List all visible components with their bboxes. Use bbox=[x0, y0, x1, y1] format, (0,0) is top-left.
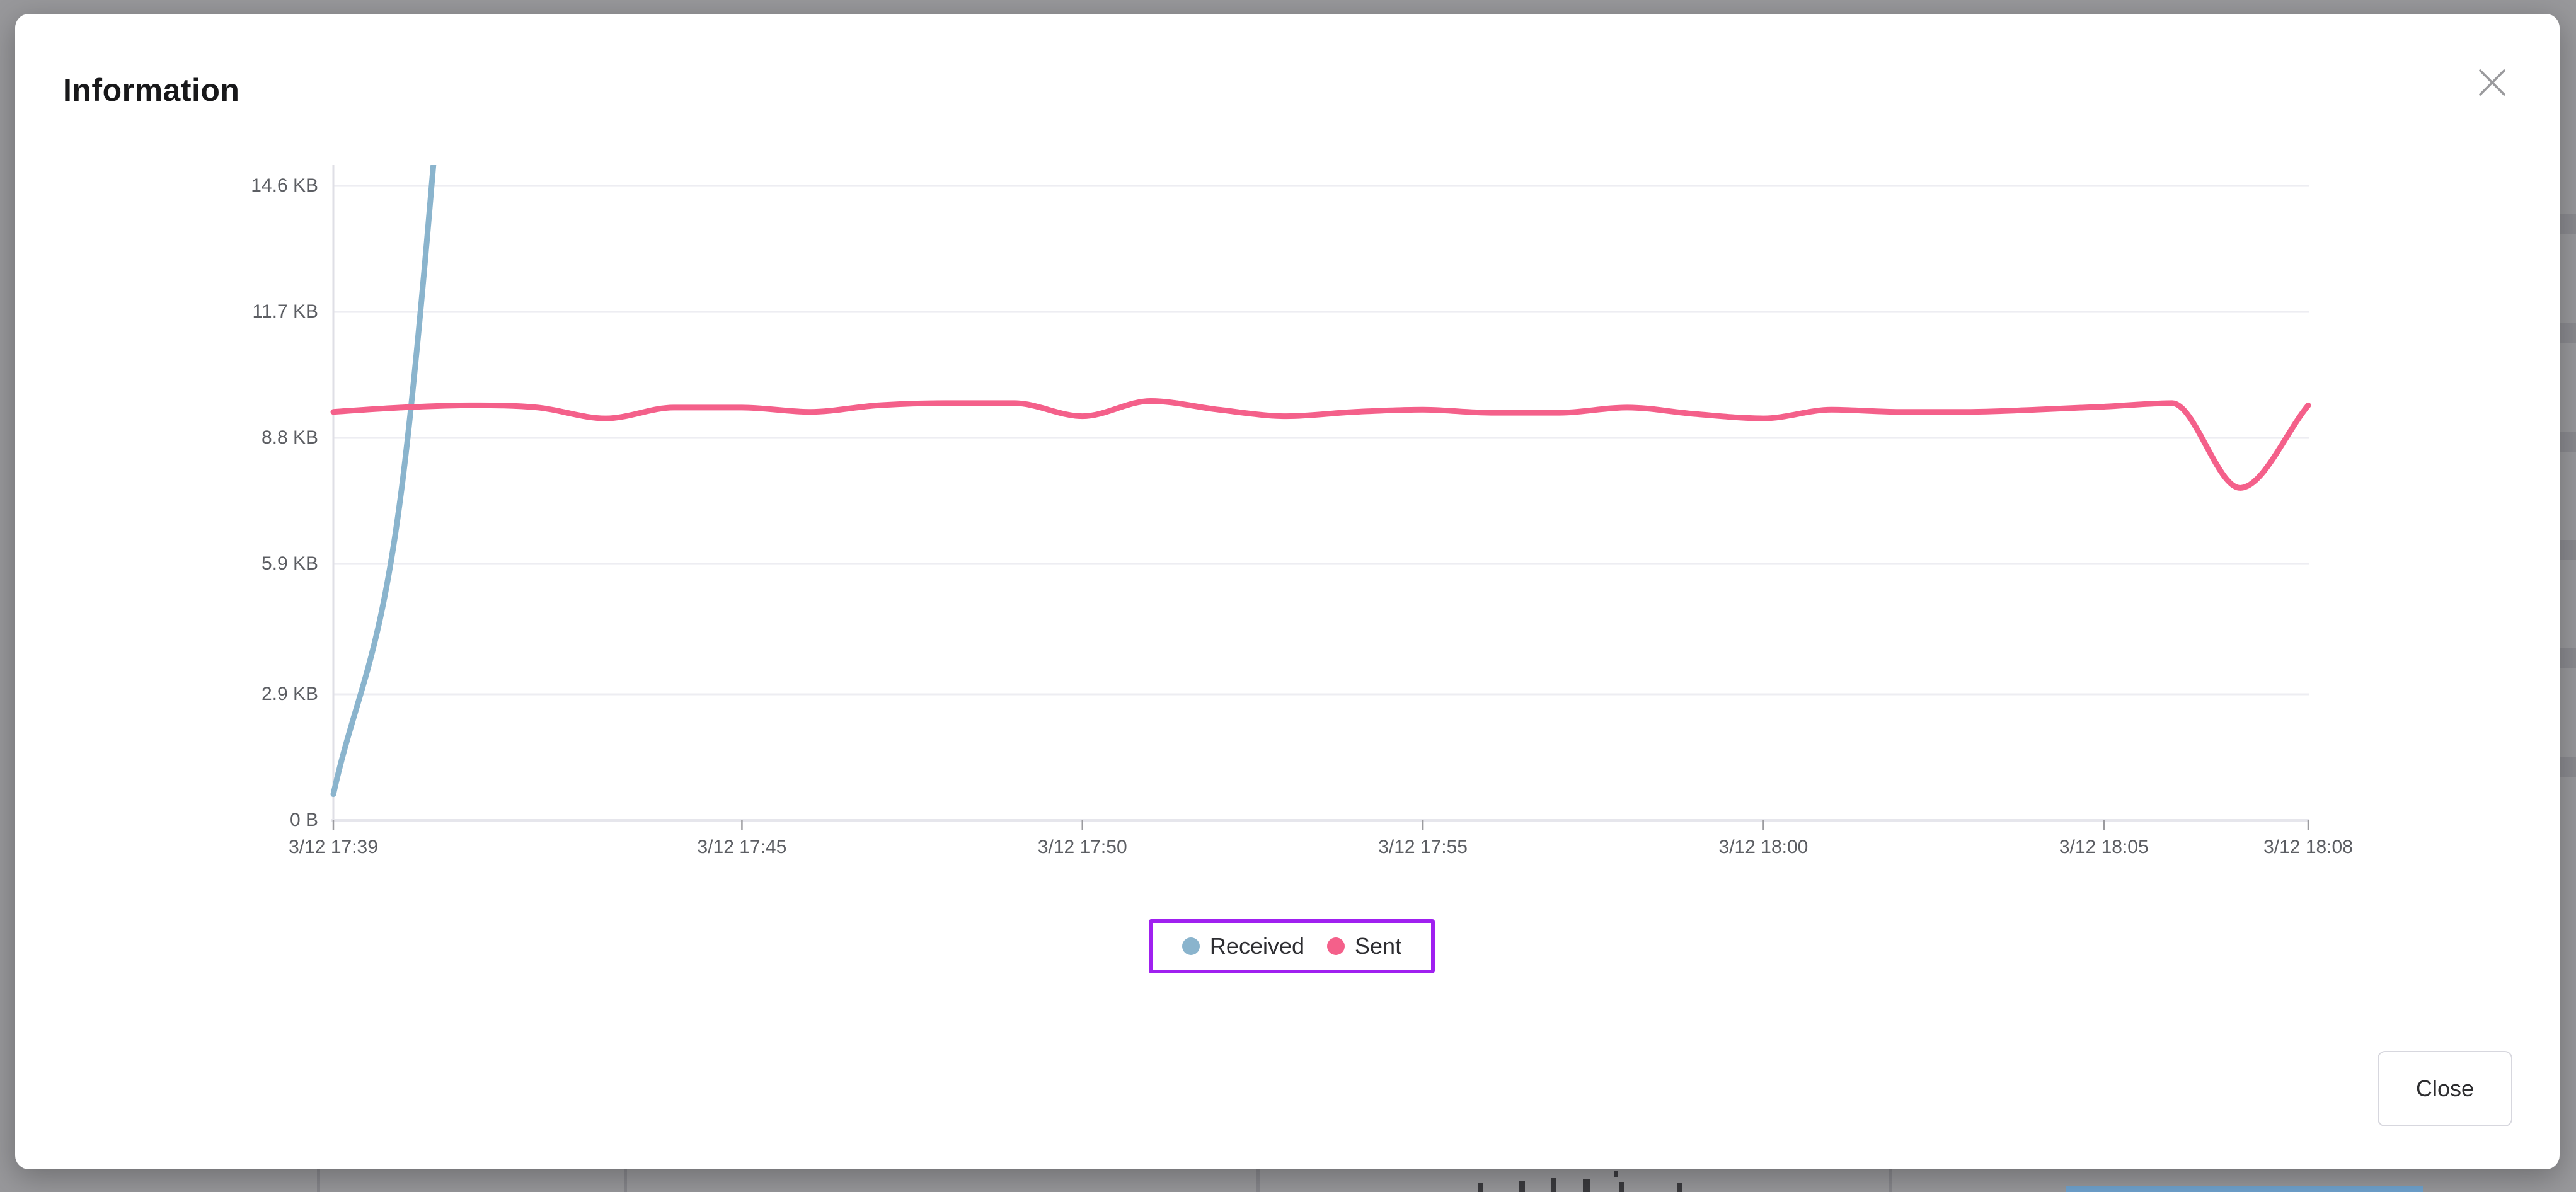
y-axis-label: 14.6 KB bbox=[251, 175, 318, 197]
sent-series-dot bbox=[1327, 937, 1345, 955]
x-axis-label: 3/12 17:55 bbox=[1378, 837, 1468, 857]
information-dialog: Information 14.6 KB 11.7 KB 8.8 KB 5.9 KB 2.… bbox=[15, 14, 2560, 1169]
legend-label-received: Received bbox=[1209, 933, 1305, 959]
background-glyph bbox=[1677, 1183, 1682, 1192]
close-button[interactable]: Close bbox=[2378, 1051, 2512, 1126]
background-glyph bbox=[1614, 1171, 1618, 1177]
x-axis-label: 3/12 17:50 bbox=[1037, 837, 1127, 857]
background-row-shade bbox=[2560, 648, 2576, 668]
background-row-shade bbox=[2560, 540, 2576, 560]
background-row-shade bbox=[2560, 432, 2576, 452]
x-axis-label: 3/12 17:45 bbox=[697, 837, 787, 857]
background-glyph bbox=[1619, 1182, 1624, 1192]
y-axis-label: 5.9 KB bbox=[261, 553, 318, 575]
received-series-dot bbox=[1182, 937, 1200, 955]
y-axis-label: 8.8 KB bbox=[261, 427, 318, 449]
background-row-shade bbox=[2560, 323, 2576, 343]
network-traffic-chart: 14.6 KB 11.7 KB 8.8 KB 5.9 KB 2.9 KB 0 B 3/12 … bbox=[15, 14, 2560, 1169]
x-axis-label: 3/12 17:39 bbox=[289, 837, 378, 857]
legend-item-sent[interactable]: Sent bbox=[1327, 933, 1401, 960]
y-axis-label: 0 B bbox=[289, 810, 318, 830]
y-axis-label: 11.7 KB bbox=[252, 301, 318, 323]
background-table-divider bbox=[317, 1169, 320, 1192]
background-table-divider bbox=[1889, 1169, 1892, 1192]
background-row-shade bbox=[2560, 757, 2576, 777]
background-row-shade bbox=[2560, 214, 2576, 234]
chart-canvas bbox=[330, 165, 2311, 830]
close-icon[interactable] bbox=[2471, 62, 2513, 103]
background-page-bottom bbox=[0, 1169, 2576, 1192]
x-axis-label: 3/12 18:00 bbox=[1718, 837, 1808, 857]
background-glyph bbox=[1519, 1181, 1525, 1192]
legend-label-sent: Sent bbox=[1355, 933, 1402, 959]
background-page-right-strip bbox=[2560, 14, 2576, 1169]
y-axis-label: 2.9 KB bbox=[261, 684, 318, 704]
background-glyph bbox=[1478, 1183, 1483, 1192]
background-table-divider bbox=[624, 1169, 627, 1192]
background-glyph bbox=[1583, 1179, 1590, 1192]
background-blue-button bbox=[2066, 1186, 2423, 1192]
legend-item-received[interactable]: Received bbox=[1182, 933, 1304, 960]
x-axis-label: 3/12 18:05 bbox=[2059, 837, 2149, 857]
x-axis-label: 3/12 18:08 bbox=[2263, 837, 2353, 857]
background-glyph bbox=[1551, 1178, 1556, 1192]
x-icon bbox=[2479, 69, 2505, 96]
chart-legend: Received Sent bbox=[1149, 919, 1435, 973]
dialog-title: Information bbox=[63, 72, 240, 108]
background-table-divider bbox=[1256, 1169, 1260, 1192]
